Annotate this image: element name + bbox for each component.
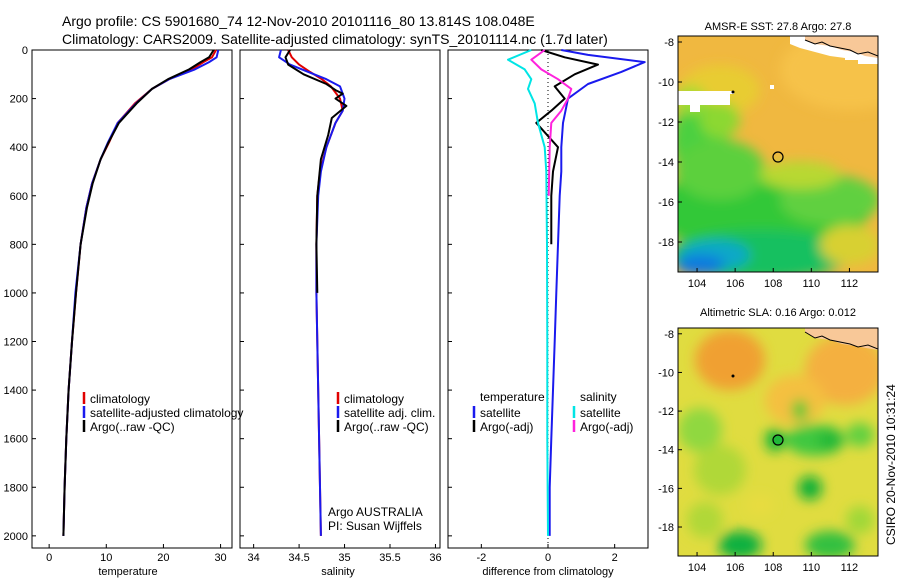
series-line	[507, 49, 549, 536]
lat-tick-label: -14	[658, 157, 674, 169]
lat-tick-label: -8	[664, 37, 674, 49]
series-line	[62, 49, 217, 536]
argo-location-marker	[772, 151, 784, 163]
depth-tick-label: 1600	[4, 434, 28, 446]
salinity-panel-frame	[239, 49, 441, 549]
depth-tick-label: 1800	[4, 482, 28, 494]
series-line	[62, 49, 215, 536]
x-tick-label: 20	[157, 552, 169, 564]
lon-tick-label: 112	[841, 562, 859, 574]
lat-tick-label: -18	[658, 237, 674, 249]
depth-tick-label: 400	[10, 142, 28, 154]
legend-label: Argo(..raw -QC)	[344, 420, 429, 434]
x-tick-label: 34.5	[288, 552, 309, 564]
depth-tick-label: 0	[22, 45, 28, 57]
depth-tick-label: 200	[10, 94, 28, 106]
depth-tick-label: 1000	[4, 288, 28, 300]
series-line	[62, 49, 220, 536]
lat-tick-label: -16	[658, 197, 674, 209]
series-line	[535, 49, 599, 245]
x-axis-ticks: 0 10 20 30 34 34.5 35 35.5 36 -2 0 2	[46, 544, 618, 564]
lon-tick-label: 104	[688, 278, 706, 290]
series-line	[284, 49, 348, 293]
depth-tick-label: 2000	[4, 531, 28, 543]
sst-heatmap	[678, 36, 878, 272]
difference-xlabel: difference from climatology	[482, 566, 614, 578]
lon-tick-label: 108	[764, 278, 782, 290]
lat-tick-label: -10	[658, 77, 674, 89]
lat-tick-label: -8	[664, 329, 674, 341]
legend-label: Argo(..raw -QC)	[90, 420, 175, 434]
temperature-legend: climatology satellite-adjusted climatolo…	[82, 392, 243, 434]
series-line	[278, 49, 346, 536]
legend-label: satellite	[480, 406, 521, 420]
legend-head-temperature: temperature	[480, 390, 545, 404]
temperature-xlabel: temperature	[98, 566, 157, 578]
sla-map-title: Altimetric SLA: 0.16 Argo: 0.012	[700, 307, 856, 319]
timestamp: CSIRO 20-Nov-2010 10:31:24	[884, 384, 898, 545]
lon-tick-label: 112	[841, 278, 859, 290]
pi-note: PI: Susan Wijffels	[328, 519, 422, 533]
x-tick-label: 34	[248, 552, 260, 564]
depth-tick-label: 1200	[4, 337, 28, 349]
lat-tick-label: -12	[658, 406, 674, 418]
lat-tick-label: -12	[658, 117, 674, 129]
lon-tick-label: 106	[726, 278, 744, 290]
legend-head-salinity: salinity	[580, 390, 617, 404]
legend-label: Argo(-adj)	[580, 420, 633, 434]
x-tick-label: 0	[545, 552, 551, 564]
lat-tick-label: -16	[658, 483, 674, 495]
legend-label: satellite-adjusted climatology	[90, 406, 243, 420]
legend-label: satellite	[580, 406, 621, 420]
figure-title-line2: Climatology: CARS2009. Satellite-adjuste…	[62, 31, 608, 47]
island-marker	[731, 374, 735, 378]
sla-map-frame	[677, 327, 879, 557]
sst-map-title: AMSR-E SST: 27.8 Argo: 27.8	[705, 21, 852, 33]
series-line	[530, 49, 573, 196]
lon-tick-label: 108	[764, 562, 782, 574]
lat-tick-label: -14	[658, 445, 674, 457]
profile-lines	[62, 49, 646, 536]
lon-tick-label: 104	[688, 562, 706, 574]
x-tick-label: 2	[612, 552, 618, 564]
legend-label: satellite adj. clim.	[344, 406, 435, 420]
difference-legend: temperature satellite Argo(-adj) salinit…	[472, 390, 633, 434]
argo-location-marker	[772, 434, 784, 446]
lon-tick-label: 110	[803, 278, 821, 290]
lat-tick-label: -10	[658, 367, 674, 379]
salinity-xlabel: salinity	[321, 566, 355, 578]
figure-title-line1: Argo profile: CS 5901680_74 12-Nov-2010 …	[62, 13, 535, 29]
series-line	[548, 49, 646, 536]
x-tick-label: 35.5	[379, 552, 400, 564]
legend-label: Argo(-adj)	[480, 420, 533, 434]
legend-label: climatology	[90, 392, 150, 406]
x-tick-label: 35	[338, 552, 350, 564]
x-tick-label: 10	[100, 552, 112, 564]
temperature-panel-frame	[31, 49, 233, 549]
x-tick-label: -2	[476, 552, 486, 564]
depth-tick-label: 800	[10, 239, 28, 251]
lon-tick-label: 106	[726, 562, 744, 574]
lon-tick-label: 110	[803, 562, 821, 574]
lat-tick-label: -18	[658, 522, 674, 534]
sst-map-frame	[677, 35, 879, 273]
map-axes: -8 -10 -12 -14 -16 -18 104 106 108 110 112 -8 -10 -12…	[658, 37, 858, 574]
depth-tick-label: 1400	[4, 385, 28, 397]
salinity-legend: climatology satellite adj. clim. Argo(..…	[328, 392, 435, 533]
x-tick-label: 0	[46, 552, 52, 564]
depth-axis: 0 200 400 600 800 1000 1200 1400 1600 1800 2000	[4, 45, 452, 543]
depth-tick-label: 600	[10, 191, 28, 203]
legend-label: climatology	[344, 392, 404, 406]
x-tick-label: 36	[429, 552, 441, 564]
x-tick-label: 30	[214, 552, 226, 564]
argo-program-note: Argo AUSTRALIA	[328, 505, 423, 519]
island-marker	[731, 90, 735, 94]
